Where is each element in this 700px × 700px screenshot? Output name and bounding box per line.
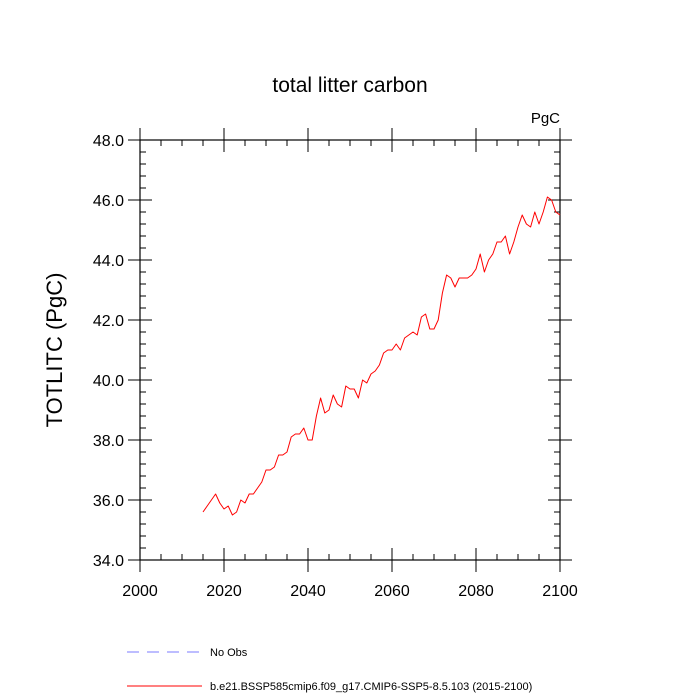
y-tick-label: 42.0 — [93, 313, 124, 330]
y-tick-label: 48.0 — [93, 133, 124, 150]
legend: No Obs b.e21.BSSP585cmip6.f09_g17.CMIP6-… — [127, 647, 532, 693]
chart-title: total litter carbon — [272, 74, 427, 97]
y-tick-label: 36.0 — [93, 493, 124, 510]
tick-labels: 2000 2020 2040 2060 2080 2100 34.0 36.0 38.0 40.0… — [93, 133, 578, 600]
x-tick-label: 2020 — [206, 583, 242, 600]
y-tick-label: 44.0 — [93, 253, 124, 270]
series-line — [202, 196, 561, 516]
series-layer — [202, 196, 561, 516]
axis-ticks — [128, 128, 572, 572]
y-tick-label: 46.0 — [93, 193, 124, 210]
y-tick-label: 40.0 — [93, 373, 124, 390]
units-label: PgC — [531, 110, 560, 127]
y-tick-label: 34.0 — [93, 553, 124, 570]
x-tick-label: 2000 — [122, 583, 158, 600]
legend-label-model: b.e21.BSSP585cmip6.f09_g17.CMIP6-SSP5-8.… — [210, 681, 532, 693]
y-axis-label: TOTLITC (PgC) — [42, 273, 67, 428]
legend-label-no-obs: No Obs — [210, 647, 248, 659]
y-tick-label: 38.0 — [93, 433, 124, 450]
x-tick-label: 2080 — [458, 583, 494, 600]
x-tick-label: 2060 — [374, 583, 410, 600]
x-tick-label: 2040 — [290, 583, 326, 600]
x-tick-label: 2100 — [542, 583, 578, 600]
plot-frame — [139, 139, 561, 561]
